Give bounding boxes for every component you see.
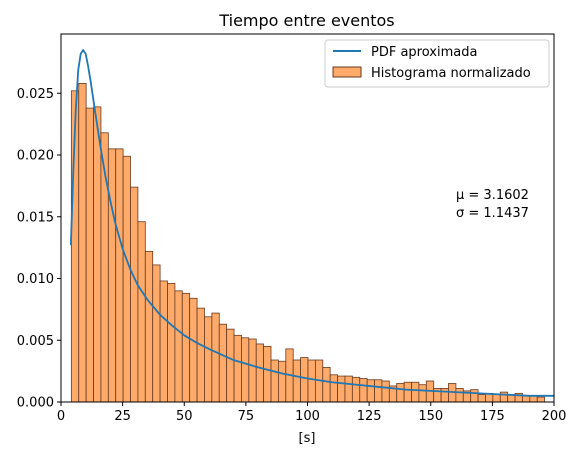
histogram-bar xyxy=(241,337,250,403)
histogram-bar xyxy=(411,381,420,403)
x-tick-label: 200 xyxy=(542,409,567,424)
histogram-bar xyxy=(248,338,257,403)
y-tick-label: 0.015 xyxy=(17,210,54,225)
histogram-bar xyxy=(307,359,316,403)
histogram-bar xyxy=(351,376,361,403)
histogram-bar xyxy=(440,388,449,403)
histogram-bar xyxy=(337,375,346,403)
histogram-bar xyxy=(522,395,531,403)
histogram-bar xyxy=(204,316,213,403)
histogram-bar xyxy=(366,379,375,403)
histogram-bar xyxy=(130,186,139,403)
x-tick-label: 100 xyxy=(295,409,320,424)
histogram-bar xyxy=(455,388,464,403)
histogram-bar xyxy=(181,292,191,403)
histogram-bar xyxy=(218,323,228,403)
stats-annotation: μ = 3.1602 σ = 1.1437 xyxy=(456,188,529,221)
histogram-bar xyxy=(322,367,331,403)
histogram-bar xyxy=(211,312,220,403)
x-tick-label: 175 xyxy=(480,409,505,424)
histogram-bar xyxy=(122,155,131,403)
y-axis-ticks: 0.000 0.005 0.010 0.015 0.020 0.025 xyxy=(17,87,61,411)
histogram-bar xyxy=(226,328,235,403)
x-tick-label: 150 xyxy=(418,409,443,424)
y-tick-label: 0.010 xyxy=(17,272,54,287)
y-tick-label: 0.020 xyxy=(17,149,54,164)
histogram-bar xyxy=(93,106,102,403)
x-tick-label: 25 xyxy=(114,409,131,424)
histogram-bar xyxy=(536,396,546,403)
histogram-bars xyxy=(70,83,546,403)
histogram-bar xyxy=(470,389,479,403)
x-axis-label: [s] xyxy=(299,431,316,446)
x-tick-label: 0 xyxy=(57,409,65,424)
histogram-bar xyxy=(396,383,405,403)
mu-annotation: μ = 3.1602 xyxy=(456,188,529,203)
histogram-bar xyxy=(359,378,368,403)
histogram-bar xyxy=(263,346,272,403)
histogram-bar xyxy=(374,379,383,403)
x-tick-label: 75 xyxy=(238,409,255,424)
histogram-bar xyxy=(144,250,154,403)
histogram-bar xyxy=(115,148,124,403)
legend-bar-swatch xyxy=(332,66,362,78)
histogram-bar xyxy=(300,357,309,403)
histogram-bar xyxy=(107,148,117,403)
y-tick-label: 0.000 xyxy=(17,396,54,411)
histogram-bar xyxy=(189,297,198,403)
x-tick-label: 125 xyxy=(357,409,382,424)
histogram-bar xyxy=(167,283,176,403)
histogram-bar xyxy=(174,290,183,403)
histogram-bar xyxy=(196,307,205,403)
histogram-bar xyxy=(159,280,168,403)
pdf-line xyxy=(69,49,554,397)
histogram-bar xyxy=(403,381,412,403)
histogram-bar xyxy=(278,360,287,403)
histogram-bar xyxy=(152,264,161,403)
x-tick-label: 50 xyxy=(176,409,193,424)
histogram-bar xyxy=(492,394,501,403)
legend-label-histogram: Histograma normalizado xyxy=(371,66,531,81)
histogram-bar xyxy=(233,334,242,403)
histogram-bar xyxy=(137,221,146,403)
histogram-bar xyxy=(329,374,338,403)
pdf-line-group xyxy=(69,49,554,397)
chart-title: Tiempo entre eventos xyxy=(218,11,394,30)
histogram-bar xyxy=(292,359,301,403)
legend-label-pdf: PDF aproximada xyxy=(371,45,477,60)
histogram-bar xyxy=(344,375,353,403)
histogram-bar xyxy=(381,380,390,403)
legend: PDF aproximada Histograma normalizado xyxy=(324,39,550,88)
histogram-bar xyxy=(78,83,87,403)
histogram-bar xyxy=(270,359,279,403)
histogram-bar xyxy=(477,394,486,403)
histogram-bar xyxy=(85,107,94,403)
y-tick-label: 0.025 xyxy=(17,87,54,102)
legend-box xyxy=(324,39,550,88)
y-tick-label: 0.005 xyxy=(17,334,54,349)
histogram-bar xyxy=(255,343,265,403)
sigma-annotation: σ = 1.1437 xyxy=(456,206,529,221)
histogram-bar xyxy=(418,384,427,403)
histogram-bar xyxy=(529,395,538,403)
x-axis-ticks: 0 25 50 75 100 125 150 175 200 xyxy=(57,402,567,424)
